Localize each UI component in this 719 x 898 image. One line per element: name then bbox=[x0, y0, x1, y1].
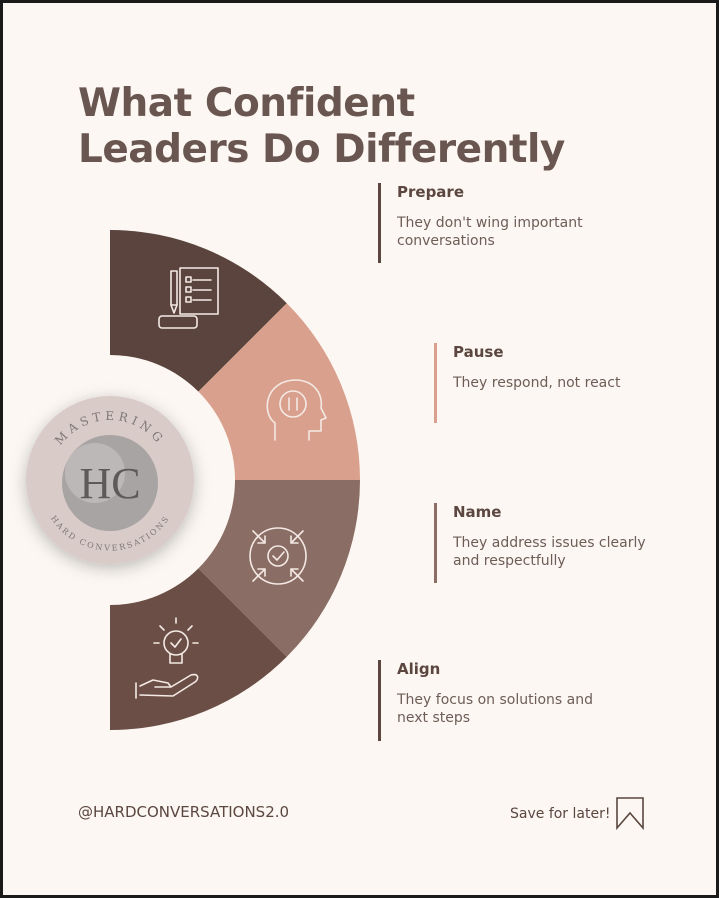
step-title: Prepare bbox=[397, 183, 464, 201]
step: Name They address issues clearly and resp… bbox=[434, 503, 673, 583]
step: Align They focus on solutions and next st… bbox=[378, 660, 617, 741]
step: Prepare They don't wing important convers… bbox=[378, 183, 617, 263]
step-title: Align bbox=[397, 660, 441, 678]
icons bbox=[135, 267, 327, 699]
step-title: Name bbox=[453, 503, 502, 521]
handle: @HARDCONVERSATIONS2.0 bbox=[78, 803, 290, 821]
title: What Confident Leaders Do Differently bbox=[78, 81, 565, 172]
step: Pause They respond, not react bbox=[434, 343, 673, 423]
step-text: They respond, not react bbox=[453, 375, 621, 391]
step-text: They focus on solutions and next steps bbox=[397, 692, 593, 726]
name-icon bbox=[249, 527, 307, 585]
bookmark-icon[interactable] bbox=[616, 797, 644, 831]
wheel-segment bbox=[110, 230, 287, 396]
step-title: Pause bbox=[453, 343, 504, 361]
save-cta[interactable]: Save for later! bbox=[510, 806, 611, 822]
pause-icon bbox=[266, 379, 327, 441]
plan-icon bbox=[158, 267, 219, 329]
logo-blot bbox=[65, 443, 125, 503]
step-text: They address issues clearly and respectf… bbox=[453, 535, 646, 569]
idea-icon bbox=[135, 617, 199, 699]
infographic: MASTERING HARD CONVERSATIONS HC bbox=[3, 3, 716, 895]
wheel-segment bbox=[194, 480, 360, 657]
wheel-segment bbox=[194, 303, 360, 480]
step-text: They don't wing important conversations bbox=[397, 215, 583, 249]
half-wheel bbox=[110, 230, 360, 730]
diagram: MASTERING HARD CONVERSATIONS HC bbox=[3, 230, 644, 831]
wheel-segment bbox=[110, 564, 287, 730]
logo-initials: HC bbox=[79, 459, 140, 508]
